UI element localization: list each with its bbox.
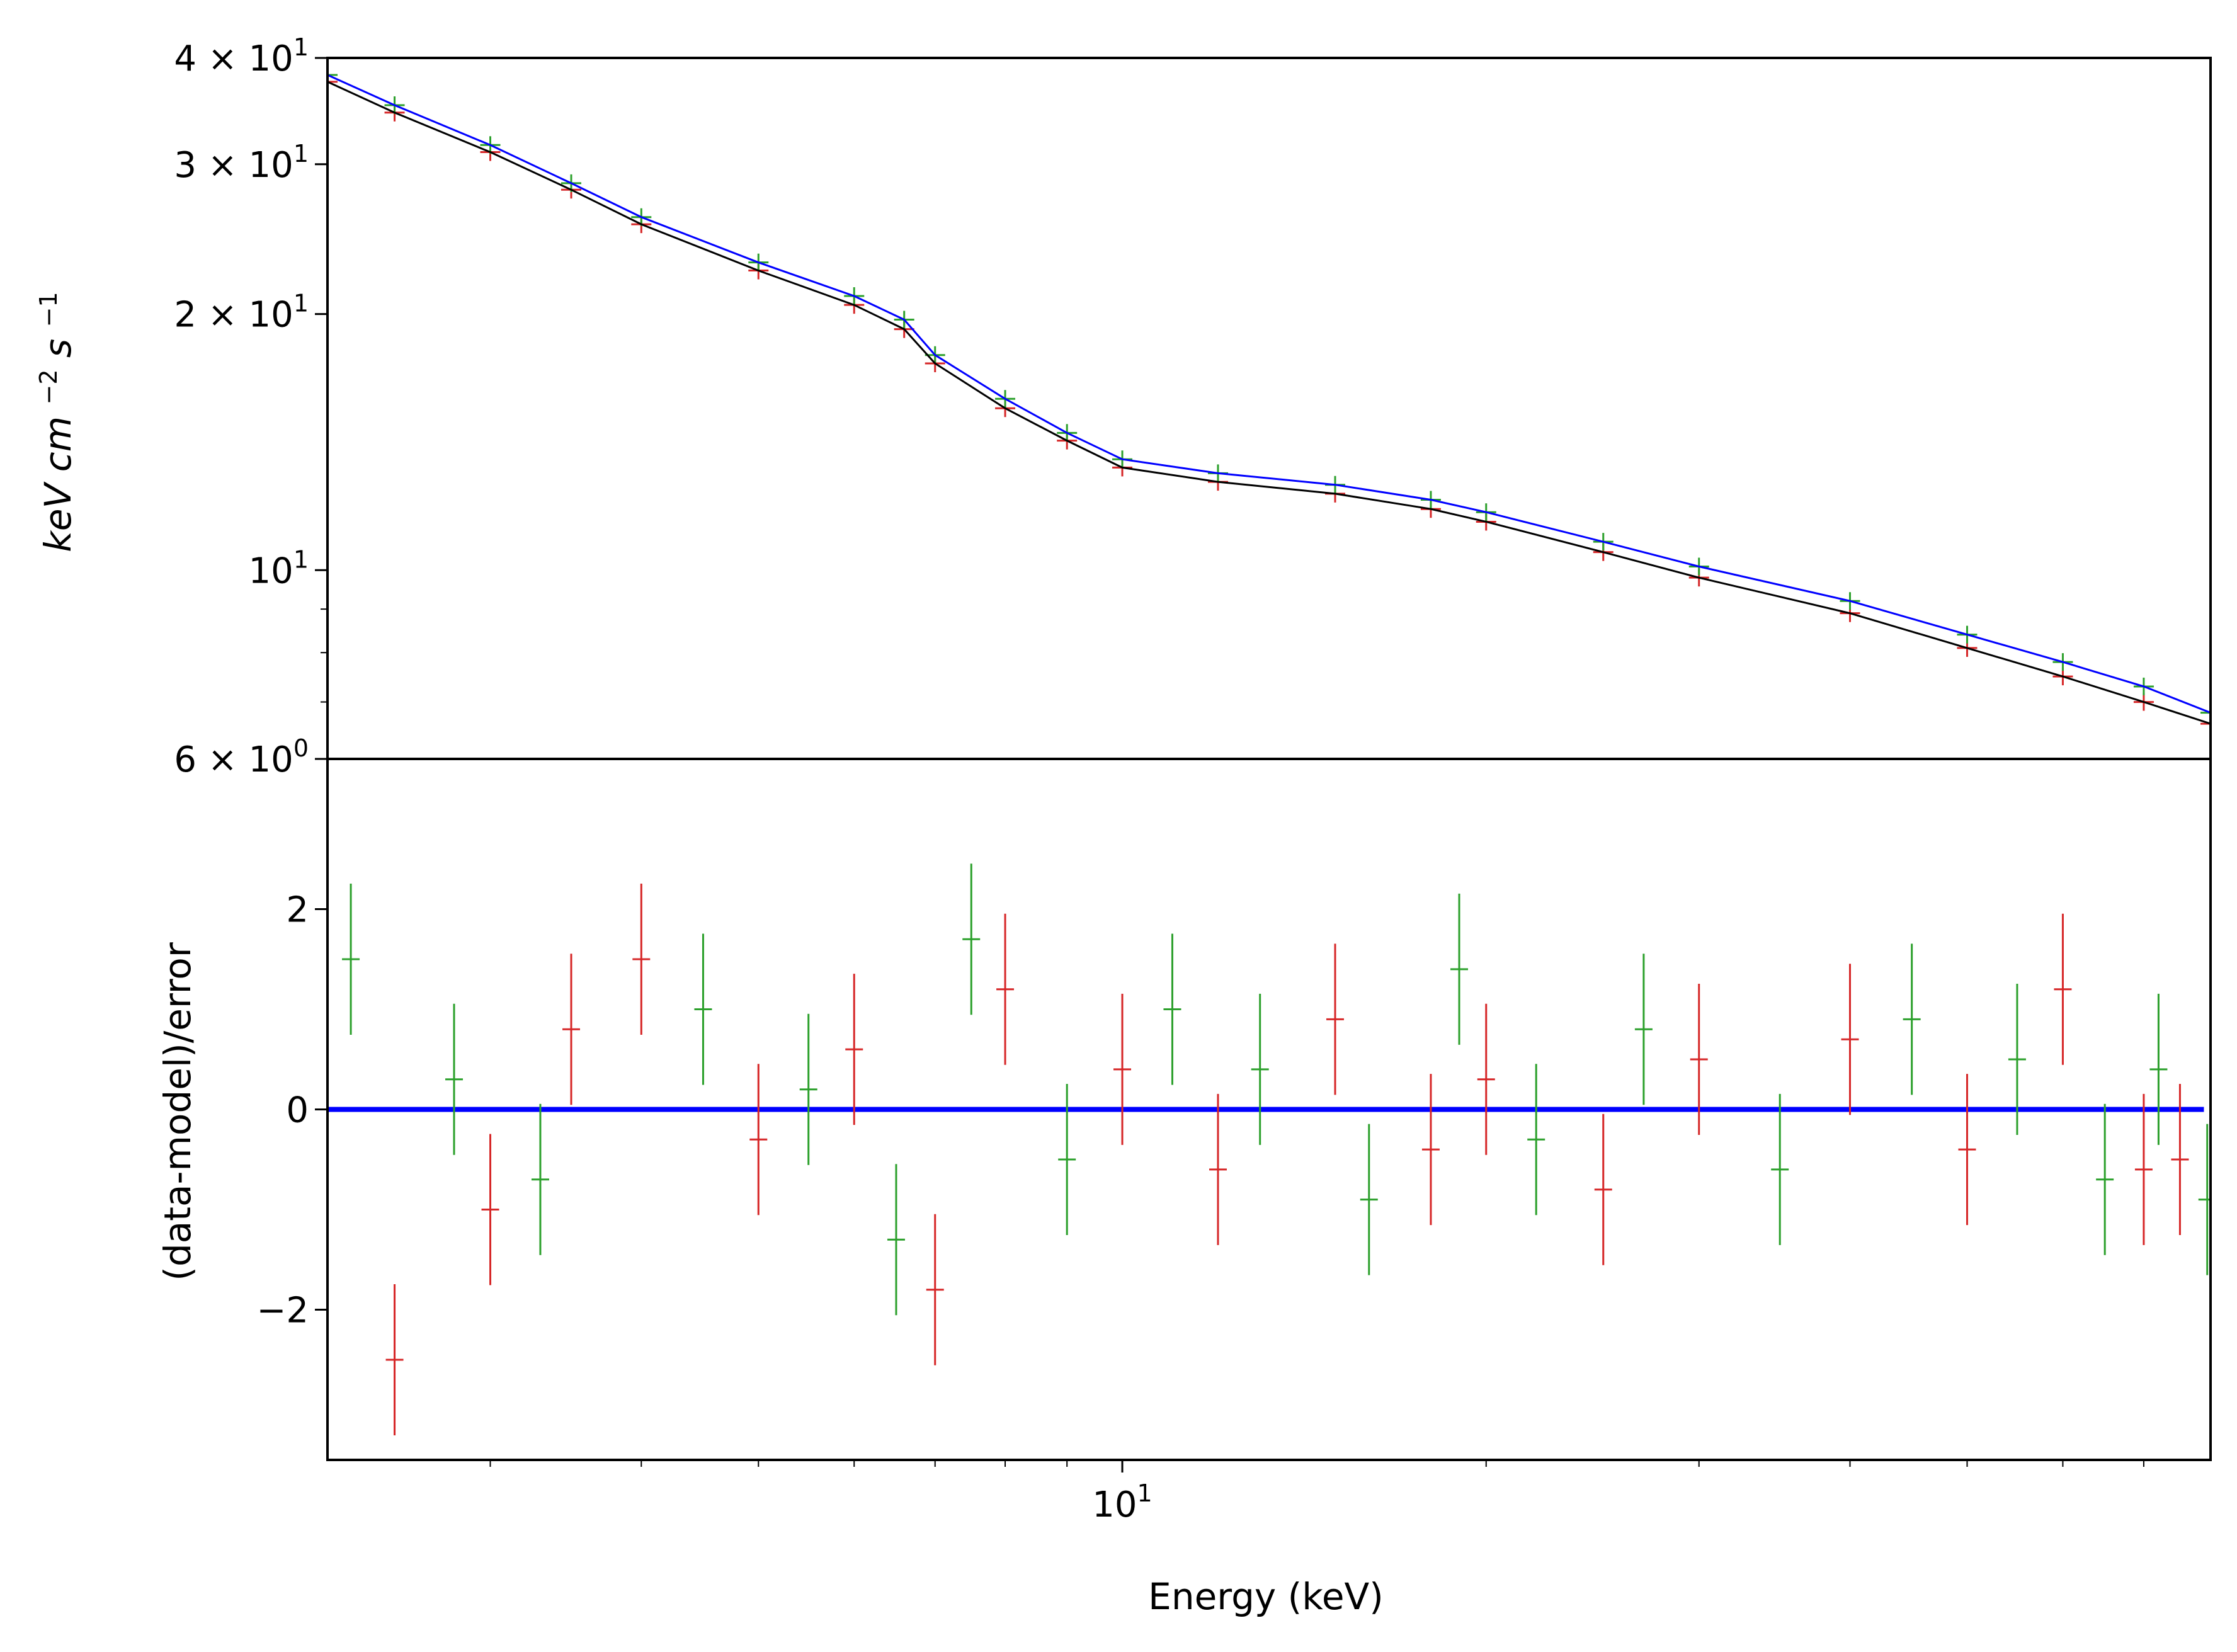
residual-point <box>2134 1093 2153 1245</box>
residual-point <box>1058 1084 1076 1235</box>
residual-point <box>531 1103 549 1255</box>
residual-point <box>1690 984 1708 1135</box>
residual-point <box>1527 1064 1545 1216</box>
residual-point <box>1251 993 1269 1145</box>
residual-point <box>1209 1093 1227 1245</box>
residual-point <box>2171 1084 2189 1235</box>
y-tick-label: 4 × 101 <box>174 33 309 79</box>
ylabel-s: s <box>37 339 79 358</box>
spectrum-point <box>327 66 338 84</box>
residual-point <box>1450 893 1469 1045</box>
residual-point <box>887 1164 905 1316</box>
residual-point <box>1326 943 1344 1095</box>
ylabel-cm-exponent: −2 <box>35 369 62 404</box>
residual-point <box>694 933 712 1085</box>
residuals-frame <box>326 758 2212 1461</box>
residual-point <box>1634 954 1653 1105</box>
residual-point <box>845 974 863 1125</box>
residual-point <box>1903 943 1921 1095</box>
residual-point <box>2096 1103 2114 1255</box>
spectrum-axes: 4 × 101 3 × 101 2 × 101 101 6 × 100 <box>174 33 327 780</box>
spectrum-frame <box>326 57 2212 760</box>
residual-point <box>1163 933 1181 1085</box>
residual-point <box>749 1064 768 1216</box>
residual-point <box>1360 1124 1378 1275</box>
residual-point <box>1594 1114 1612 1265</box>
residuals-panel: 2 0 −2 101 <box>256 758 2212 1525</box>
residual-y-tick-label: 0 <box>286 1090 309 1131</box>
spectrum-panel: 4 × 101 3 × 101 2 × 101 101 6 × 100 <box>174 33 2212 780</box>
residual-point <box>481 1134 499 1285</box>
residual-point <box>385 1284 404 1435</box>
residual-point <box>2008 984 2026 1135</box>
residual-point <box>2054 913 2072 1065</box>
model-line <box>327 74 2211 714</box>
residual-point <box>1421 1074 1440 1226</box>
residual-point <box>799 1013 817 1165</box>
residual-y-tick-label: 2 <box>286 890 309 931</box>
residual-point <box>2198 1124 2211 1275</box>
spectrum-point <box>327 72 338 91</box>
residuals-data <box>327 863 2211 1435</box>
residuals-axes: 2 0 −2 101 <box>256 890 2144 1525</box>
residual-point <box>1477 1003 1495 1155</box>
residual-point <box>445 1003 464 1155</box>
spectrum-y-axis-label: keV cm −2 s −1 <box>23 292 79 552</box>
spectrum-point <box>2200 715 2211 733</box>
y-tick-label: 101 <box>249 545 309 591</box>
residual-point <box>1841 964 1859 1115</box>
residual-point <box>926 1214 944 1365</box>
residual-point <box>1958 1074 1976 1226</box>
ylabel-cm: cm <box>37 416 79 472</box>
model-line <box>327 81 2211 725</box>
x-tick-label: 101 <box>1092 1479 1152 1525</box>
y-tick-label: 3 × 101 <box>174 140 309 186</box>
residual-point <box>342 884 360 1035</box>
residual-point <box>1771 1093 1789 1245</box>
residual-point <box>962 863 981 1015</box>
y-tick-label: 2 × 101 <box>174 290 309 336</box>
spectrum-point <box>2200 704 2211 722</box>
y-tick-label: 6 × 100 <box>174 734 309 780</box>
residual-point <box>562 954 580 1105</box>
residual-point <box>996 913 1015 1065</box>
ylabel-s-exponent: −1 <box>35 292 62 327</box>
residual-y-tick-label: −2 <box>256 1290 309 1331</box>
spectrum-data <box>327 66 2211 733</box>
x-axis-label: Energy (keV) <box>1148 1575 1384 1618</box>
residual-point <box>632 884 651 1035</box>
ylabel-kev: keV <box>37 481 79 552</box>
residuals-y-axis-label: (data-model)/error <box>156 942 199 1281</box>
residual-point <box>1113 993 1132 1145</box>
residual-point <box>2149 993 2168 1145</box>
